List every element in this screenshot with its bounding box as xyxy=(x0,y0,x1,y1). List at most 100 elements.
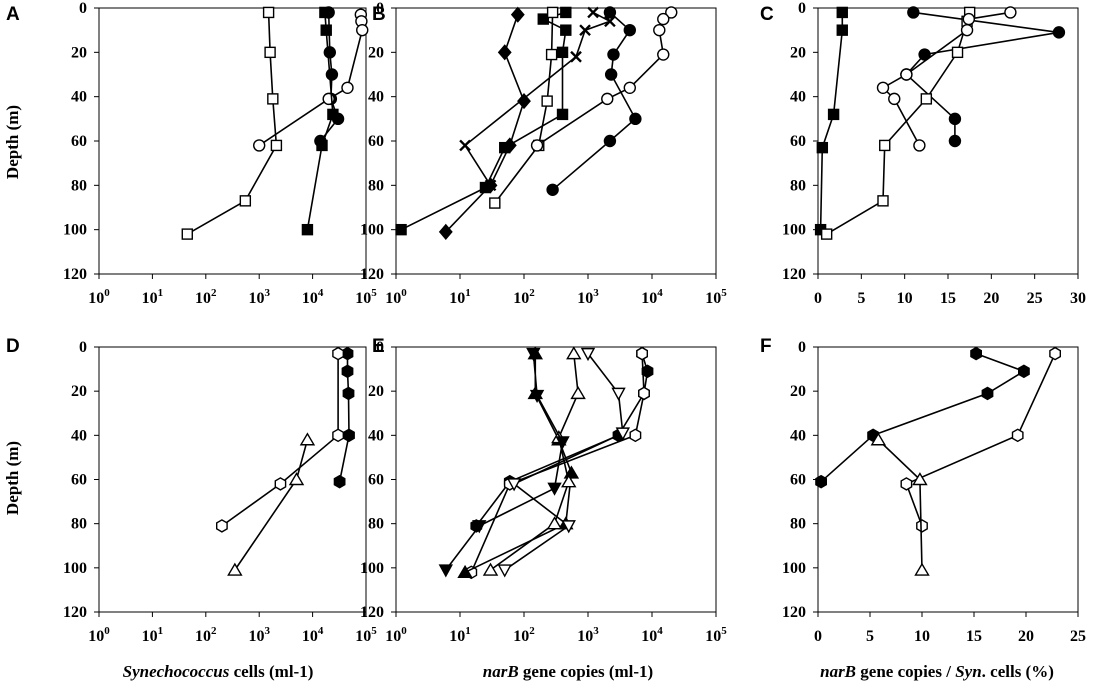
x-tick-label: 0 xyxy=(814,628,822,645)
x-tick-exponent: 5 xyxy=(371,625,377,637)
series-open-circle xyxy=(530,6,678,152)
data-point-open-hexagon xyxy=(215,519,228,533)
x-tick-exponent: 1 xyxy=(158,287,164,299)
x-tick-exponent: 2 xyxy=(211,287,217,299)
x-tick-base: 10 xyxy=(513,628,529,645)
x-tick-exponent: 4 xyxy=(318,625,324,637)
data-point-open-circle xyxy=(888,92,901,106)
series-line xyxy=(877,439,923,571)
series-open-down-triangle xyxy=(497,347,630,578)
data-point-open-circle xyxy=(657,12,670,26)
series-line xyxy=(905,11,1060,141)
x-tick-base: 10 xyxy=(355,290,371,307)
x-tick-label: 101 xyxy=(449,625,471,645)
data-point-open-hexagon xyxy=(1049,346,1062,361)
x-tick-base: 10 xyxy=(705,290,721,307)
x-tick-label: 103 xyxy=(248,625,270,645)
panel-F: F 0 20 40 60 80 100 120 0 5 10 15 20 25 xyxy=(760,336,1086,645)
y-tick-label: 40 xyxy=(368,427,384,444)
panel-letter-D: D xyxy=(6,336,20,357)
y-tick-label: 120 xyxy=(63,604,87,621)
x-tick-label: 100 xyxy=(385,287,407,307)
series-filled-down-triangle xyxy=(438,347,570,578)
data-point-filled-circle xyxy=(948,112,962,126)
y-tick-label: 80 xyxy=(71,516,87,533)
x-tick-base: 10 xyxy=(302,290,318,307)
data-point-open-circle xyxy=(960,23,974,37)
data-point-open-down-triangle xyxy=(611,387,626,401)
x-tick-exponent: 1 xyxy=(158,625,164,637)
data-point-filled-circle xyxy=(629,112,642,126)
x-tick-label: 105 xyxy=(705,625,727,645)
x-tick-base: 10 xyxy=(577,290,593,307)
data-point-open-circle xyxy=(876,81,890,95)
series-line xyxy=(536,11,672,147)
data-point-filled-circle xyxy=(918,48,931,61)
y-tick-label: 60 xyxy=(790,472,806,489)
x-tick-base: 10 xyxy=(248,628,264,645)
data-point-open-circle xyxy=(653,23,666,37)
data-point-filled-square xyxy=(395,223,407,236)
data-point-open-square xyxy=(489,197,501,209)
y-tick-label: 80 xyxy=(790,177,806,194)
x-tick-exponent: 3 xyxy=(264,625,270,637)
data-point-filled-square xyxy=(301,223,314,236)
data-point-open-hexagon xyxy=(274,477,287,491)
x-tick-base: 10 xyxy=(641,628,657,645)
panel-letter-B: B xyxy=(372,4,386,25)
data-point-filled-square xyxy=(556,108,569,121)
series-open-hexagon xyxy=(215,346,344,533)
data-point-filled-diamond xyxy=(438,223,453,240)
y-tick-label: 0 xyxy=(376,339,384,356)
y-axis-label-top: Depth (m) xyxy=(3,105,22,179)
data-point-filled-square xyxy=(836,24,848,36)
data-point-open-circle xyxy=(1004,6,1017,19)
series-line xyxy=(234,439,309,571)
series-filled-hexagon xyxy=(815,346,1030,489)
series-line xyxy=(400,11,567,231)
x-axis-label-middle-italic: narB xyxy=(483,662,519,681)
data-point-filled-circle xyxy=(325,68,339,81)
data-point-open-down-triangle xyxy=(497,564,512,578)
x-tick-label: 104 xyxy=(302,625,324,645)
y-axis-label-bottom: Depth (m) xyxy=(3,441,22,515)
data-point-filled-hexagon xyxy=(342,386,355,401)
data-point-filled-circle xyxy=(323,46,337,59)
data-point-filled-square xyxy=(560,6,572,19)
data-point-filled-square xyxy=(320,24,332,36)
y-tick-label: 80 xyxy=(71,177,87,194)
y-tick-label: 80 xyxy=(368,516,384,533)
y-tick-label: 60 xyxy=(368,472,384,489)
x-tick-exponent: 5 xyxy=(371,287,377,299)
x-tick-label: 10 xyxy=(897,290,913,307)
panel-letter-E: E xyxy=(372,336,385,357)
data-point-cross xyxy=(579,24,591,37)
panel-letter-A: A xyxy=(6,4,20,25)
y-tick-label: 20 xyxy=(790,383,806,400)
data-point-open-hexagon xyxy=(332,428,344,443)
x-tick-label: 100 xyxy=(88,287,110,307)
data-point-cross xyxy=(484,179,497,192)
data-point-filled-circle xyxy=(604,68,618,81)
data-point-open-down-triangle xyxy=(561,520,576,534)
y-tick-label: 40 xyxy=(790,427,806,444)
data-point-open-triangle xyxy=(566,346,582,360)
x-tick-label: 30 xyxy=(1070,290,1086,307)
x-tick-base: 10 xyxy=(385,290,401,307)
data-point-filled-hexagon xyxy=(1018,364,1030,379)
series-filled-square xyxy=(301,6,339,236)
x-tick-label: 101 xyxy=(449,287,471,307)
panel-letter-F: F xyxy=(760,336,772,357)
data-point-filled-circle xyxy=(603,6,617,19)
data-point-filled-circle xyxy=(907,6,920,19)
y-tick-label: 0 xyxy=(79,0,87,17)
x-tick-exponent: 4 xyxy=(657,625,663,637)
x-axis-label-middle-rest: gene copies (ml-1) xyxy=(519,662,654,681)
x-tick-label: 100 xyxy=(385,625,407,645)
data-point-filled-down-triangle xyxy=(438,564,453,578)
data-point-open-triangle xyxy=(227,562,243,576)
data-point-filled-circle xyxy=(603,134,617,148)
